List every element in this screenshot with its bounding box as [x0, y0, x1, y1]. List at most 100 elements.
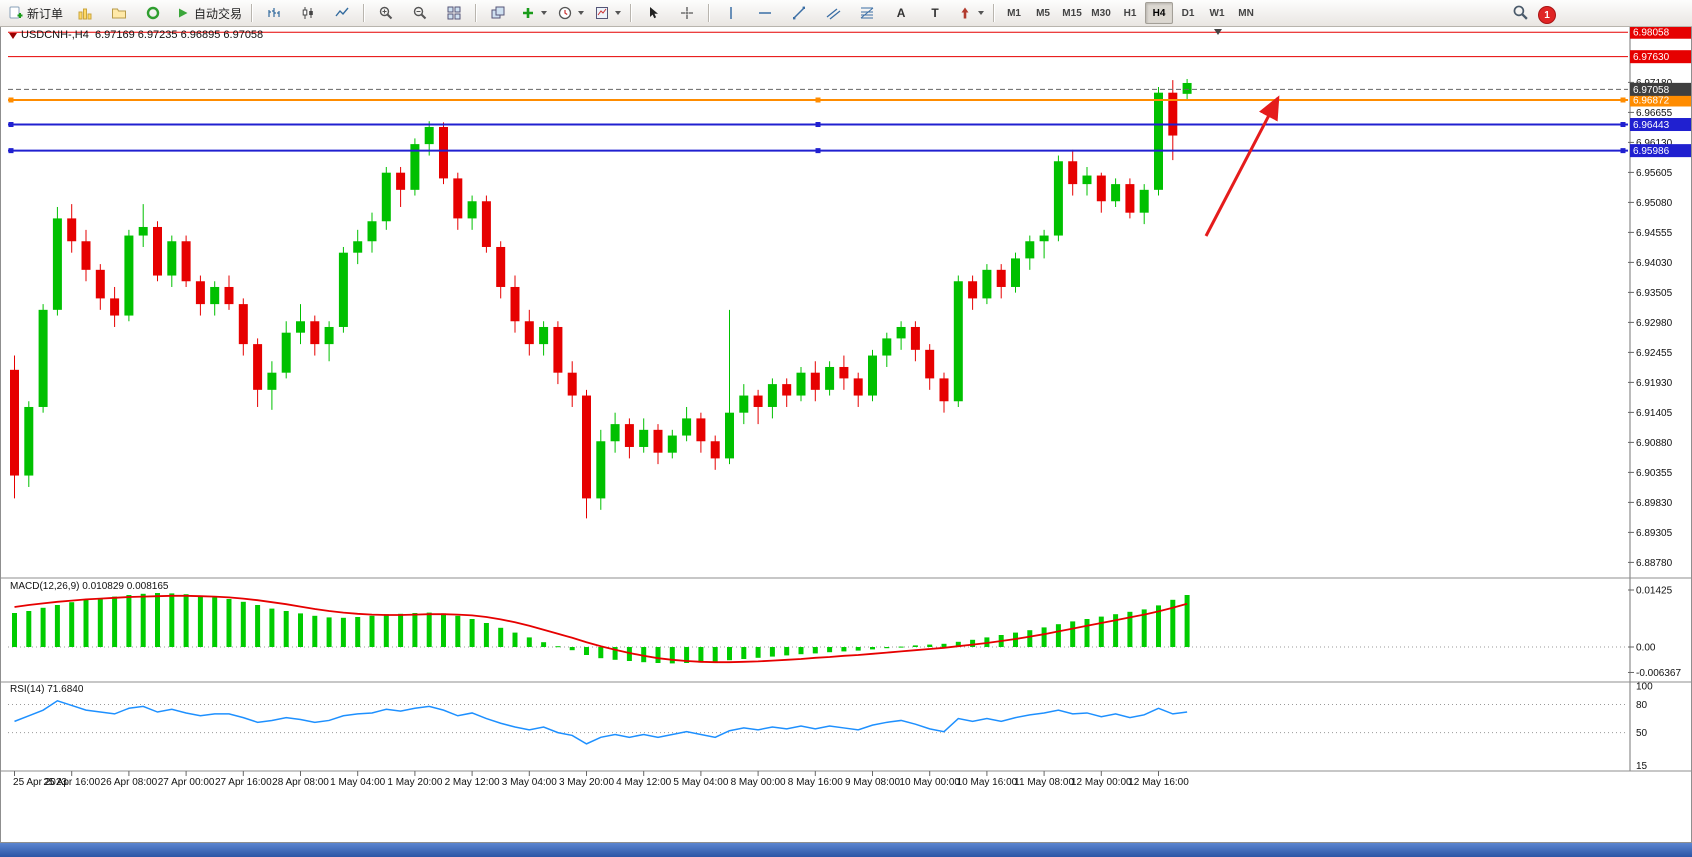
time-axis-label[interactable]: 9 May 08:00 — [845, 777, 900, 788]
macd-histogram-bar — [212, 597, 218, 647]
trendline-button[interactable] — [783, 1, 815, 25]
candlestick-chart-button[interactable] — [292, 1, 324, 25]
label-button[interactable]: T — [919, 1, 951, 25]
line-chart-button[interactable] — [326, 1, 358, 25]
line-handle[interactable] — [8, 122, 14, 128]
timeframe-button-w1[interactable]: W1 — [1209, 7, 1225, 19]
crosshair-button[interactable] — [671, 1, 703, 25]
time-axis-label[interactable]: 12 May 00:00 — [1071, 777, 1132, 788]
time-axis-label[interactable]: 8 May 00:00 — [731, 777, 786, 788]
channel-button[interactable] — [817, 1, 849, 25]
fibonacci-icon — [859, 5, 875, 21]
fibonacci-button[interactable] — [851, 1, 883, 25]
price-axis-tick[interactable]: 6.92455 — [1636, 348, 1673, 359]
macd-histogram-bar — [498, 627, 504, 647]
candle — [267, 372, 277, 390]
current-price-badge — [1630, 82, 1691, 96]
macd-histogram-bar — [541, 642, 547, 647]
time-axis-label[interactable]: 25 Apr 2023 — [13, 777, 67, 788]
time-axis-label[interactable]: 27 Apr 00:00 — [158, 777, 215, 788]
price-axis-tick[interactable]: 6.95080 — [1636, 198, 1673, 209]
time-axis-label[interactable]: 1 May 04:00 — [330, 777, 385, 788]
price-axis-tick[interactable]: 6.90355 — [1636, 468, 1673, 479]
line-handle[interactable] — [1620, 122, 1626, 128]
timeframe-button-m1[interactable]: M1 — [1007, 7, 1021, 19]
new-order-button[interactable]: 新订单 — [4, 1, 67, 25]
time-axis-label[interactable]: 1 May 20:00 — [387, 777, 442, 788]
periods-button[interactable] — [553, 1, 588, 25]
zoom-out-button[interactable] — [404, 1, 436, 25]
notification-badge[interactable]: 1 — [1538, 6, 1556, 24]
tile-windows-button[interactable] — [438, 1, 470, 25]
trend-arrow-annotation[interactable] — [1204, 95, 1280, 237]
candle — [396, 172, 406, 190]
candle — [896, 326, 906, 339]
time-axis-label[interactable]: 10 May 00:00 — [899, 777, 960, 788]
timeframe-button-mn[interactable]: MN — [1238, 7, 1254, 19]
line-handle[interactable] — [8, 148, 14, 154]
price-axis-tick[interactable]: 6.94030 — [1636, 258, 1673, 269]
candle — [1053, 161, 1063, 236]
line-handle[interactable] — [815, 148, 821, 154]
price-axis-tick[interactable]: 6.94555 — [1636, 228, 1673, 239]
time-axis-label[interactable]: 26 Apr 08:00 — [101, 777, 158, 788]
line-handle[interactable] — [8, 97, 14, 103]
time-axis-label[interactable]: 10 May 16:00 — [957, 777, 1018, 788]
timeframe-button-h4[interactable]: H4 — [1145, 2, 1174, 24]
line-handle[interactable] — [1620, 148, 1626, 154]
timeframe-button-m30[interactable]: M30 — [1091, 7, 1111, 19]
cursor-button[interactable] — [637, 1, 669, 25]
price-axis-tick[interactable]: 6.96130 — [1636, 138, 1673, 149]
chart-shift-marker[interactable] — [1214, 29, 1222, 35]
time-axis-label[interactable]: 8 May 16:00 — [788, 777, 843, 788]
macd-histogram-bar — [1184, 595, 1190, 647]
time-axis-label[interactable]: 25 Apr 16:00 — [43, 777, 100, 788]
time-axis-label[interactable]: 3 May 04:00 — [502, 777, 557, 788]
bar-chart-button[interactable] — [258, 1, 290, 25]
price-axis-tick[interactable]: 6.92980 — [1636, 318, 1673, 329]
price-axis-tick[interactable]: 6.91930 — [1636, 378, 1673, 389]
search-icon[interactable] — [1512, 4, 1529, 26]
price-axis-tick[interactable]: 6.93505 — [1636, 288, 1673, 299]
time-axis-label[interactable]: 27 Apr 16:00 — [215, 777, 272, 788]
price-axis-tick[interactable]: 6.89830 — [1636, 498, 1673, 509]
autotrading-button[interactable]: 自动交易 — [171, 1, 246, 25]
timeframe-button-h1[interactable]: H1 — [1123, 7, 1137, 19]
market-watch-button[interactable] — [137, 1, 169, 25]
time-axis-label[interactable]: 5 May 04:00 — [673, 777, 728, 788]
timeframe-button-d1[interactable]: D1 — [1181, 7, 1195, 19]
time-axis-label[interactable]: 3 May 20:00 — [559, 777, 614, 788]
price-axis-tick[interactable]: 6.88780 — [1636, 558, 1673, 569]
line-handle[interactable] — [1620, 97, 1626, 103]
profiles-button[interactable] — [103, 1, 135, 25]
trendline-icon — [791, 5, 807, 21]
templates-button[interactable] — [590, 1, 625, 25]
time-axis-label[interactable]: 28 Apr 08:00 — [272, 777, 329, 788]
cascade-windows-button[interactable] — [482, 1, 514, 25]
zoom-in-button[interactable] — [370, 1, 402, 25]
clock-icon — [557, 5, 573, 21]
time-axis-label[interactable]: 11 May 08:00 — [1014, 777, 1074, 788]
indicators-button[interactable] — [516, 1, 551, 25]
new-chart-button[interactable] — [69, 1, 101, 25]
timeframe-button-m5[interactable]: M5 — [1036, 7, 1050, 19]
price-axis-tick[interactable]: 6.96655 — [1636, 108, 1673, 119]
macd-histogram-bar — [698, 647, 704, 663]
horizontal-line-button[interactable] — [749, 1, 781, 25]
text-button[interactable]: A — [885, 1, 917, 25]
arrows-button[interactable] — [953, 1, 988, 25]
price-axis-tick[interactable]: 6.95605 — [1636, 168, 1673, 179]
vertical-line-button[interactable] — [715, 1, 747, 25]
candle — [825, 366, 835, 390]
line-handle[interactable] — [815, 122, 821, 128]
price-axis-tick[interactable]: 6.91405 — [1636, 408, 1673, 419]
time-axis-label[interactable]: 2 May 12:00 — [445, 777, 500, 788]
line-handle[interactable] — [815, 97, 821, 103]
price-axis-tick[interactable]: 6.90880 — [1636, 438, 1673, 449]
timeframe-button-m15[interactable]: M15 — [1062, 7, 1082, 19]
price-axis-tick[interactable]: 6.89305 — [1636, 528, 1673, 539]
time-axis-label[interactable]: 4 May 12:00 — [616, 777, 671, 788]
time-axis-label[interactable]: 12 May 16:00 — [1128, 777, 1189, 788]
